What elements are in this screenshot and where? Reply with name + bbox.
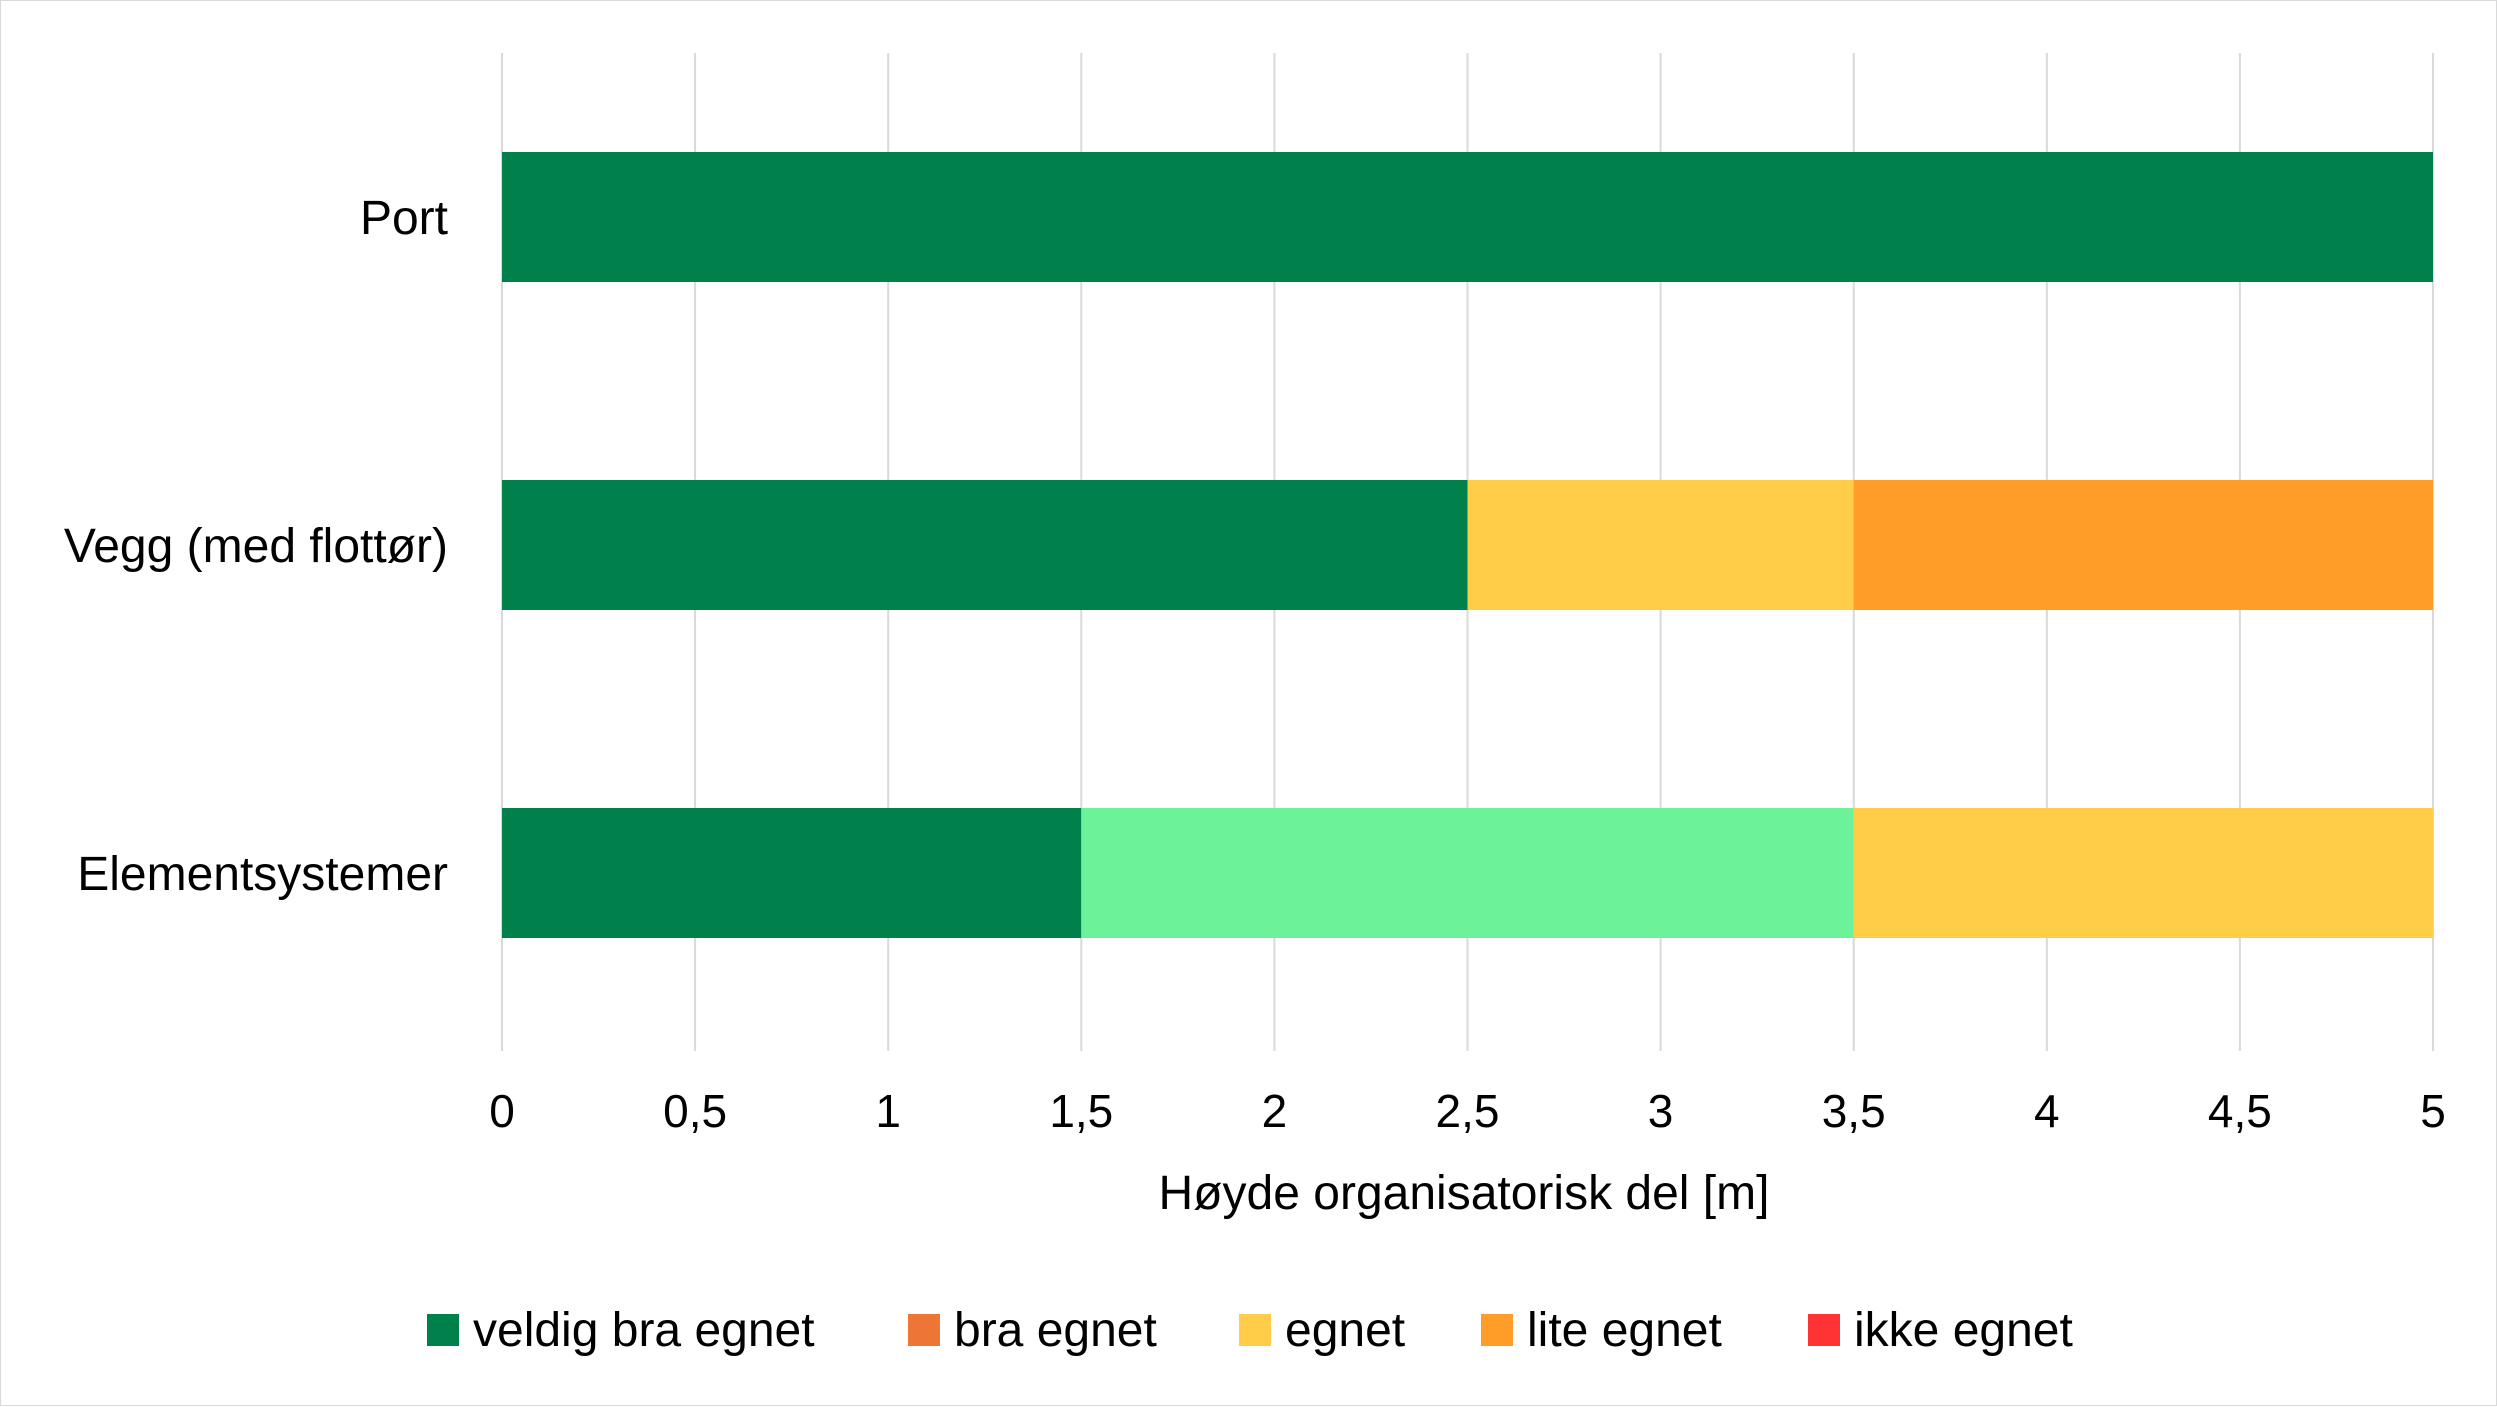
bar-segment-2-1 — [1081, 808, 1854, 938]
x-tick-label-7: 3,5 — [1822, 1085, 1886, 1137]
legend-swatch-2 — [1239, 1314, 1271, 1346]
legend-swatch-1 — [908, 1314, 940, 1346]
legend-swatch-0 — [427, 1314, 459, 1346]
legend-label-1: bra egnet — [954, 1304, 1157, 1357]
x-tick-labels: 0 0,5 1 1,5 2 2,5 3 3,5 4 4,5 5 — [489, 1085, 2446, 1137]
legend-swatch-4 — [1808, 1314, 1840, 1346]
x-tick-label-10: 5 — [2420, 1085, 2446, 1137]
legend-label-2: egnet — [1285, 1304, 1405, 1357]
bar-segment-1-2 — [1853, 480, 2433, 610]
category-label-2: Elementsystemer — [77, 848, 448, 901]
x-tick-label-5: 2,5 — [1436, 1085, 1500, 1137]
bar-segment-2-0 — [502, 808, 1082, 938]
bar-segment-1-0 — [502, 480, 1468, 610]
legend-swatch-3 — [1481, 1314, 1513, 1346]
x-tick-label-3: 1,5 — [1049, 1085, 1113, 1137]
legend-label-3: lite egnet — [1527, 1304, 1722, 1357]
legend-label-4: ikke egnet — [1854, 1304, 2073, 1357]
x-tick-label-6: 3 — [1648, 1085, 1674, 1137]
bar-segment-1-1 — [1467, 480, 1854, 610]
x-tick-label-1: 0,5 — [663, 1085, 727, 1137]
bar-segment-0-0 — [502, 152, 2433, 282]
category-label-0: Port — [360, 192, 448, 245]
x-tick-label-9: 4,5 — [2208, 1085, 2272, 1137]
x-axis-title: Høyde organisatorisk del [m] — [1159, 1167, 1770, 1220]
category-labels: Port Vegg (med flottør) Elementsystemer — [64, 192, 448, 901]
x-tick-label-2: 1 — [875, 1085, 901, 1137]
bars — [502, 152, 2433, 938]
category-label-1: Vegg (med flottør) — [64, 520, 448, 573]
x-tick-label-8: 4 — [2034, 1085, 2060, 1137]
legend: veldig bra egnet bra egnet egnet lite egnet… — [427, 1304, 2073, 1357]
legend-label-0: veldig bra egnet — [473, 1304, 815, 1357]
x-tick-label-4: 2 — [1262, 1085, 1288, 1137]
x-tick-label-0: 0 — [489, 1085, 515, 1137]
bar-segment-2-2 — [1853, 808, 2433, 938]
